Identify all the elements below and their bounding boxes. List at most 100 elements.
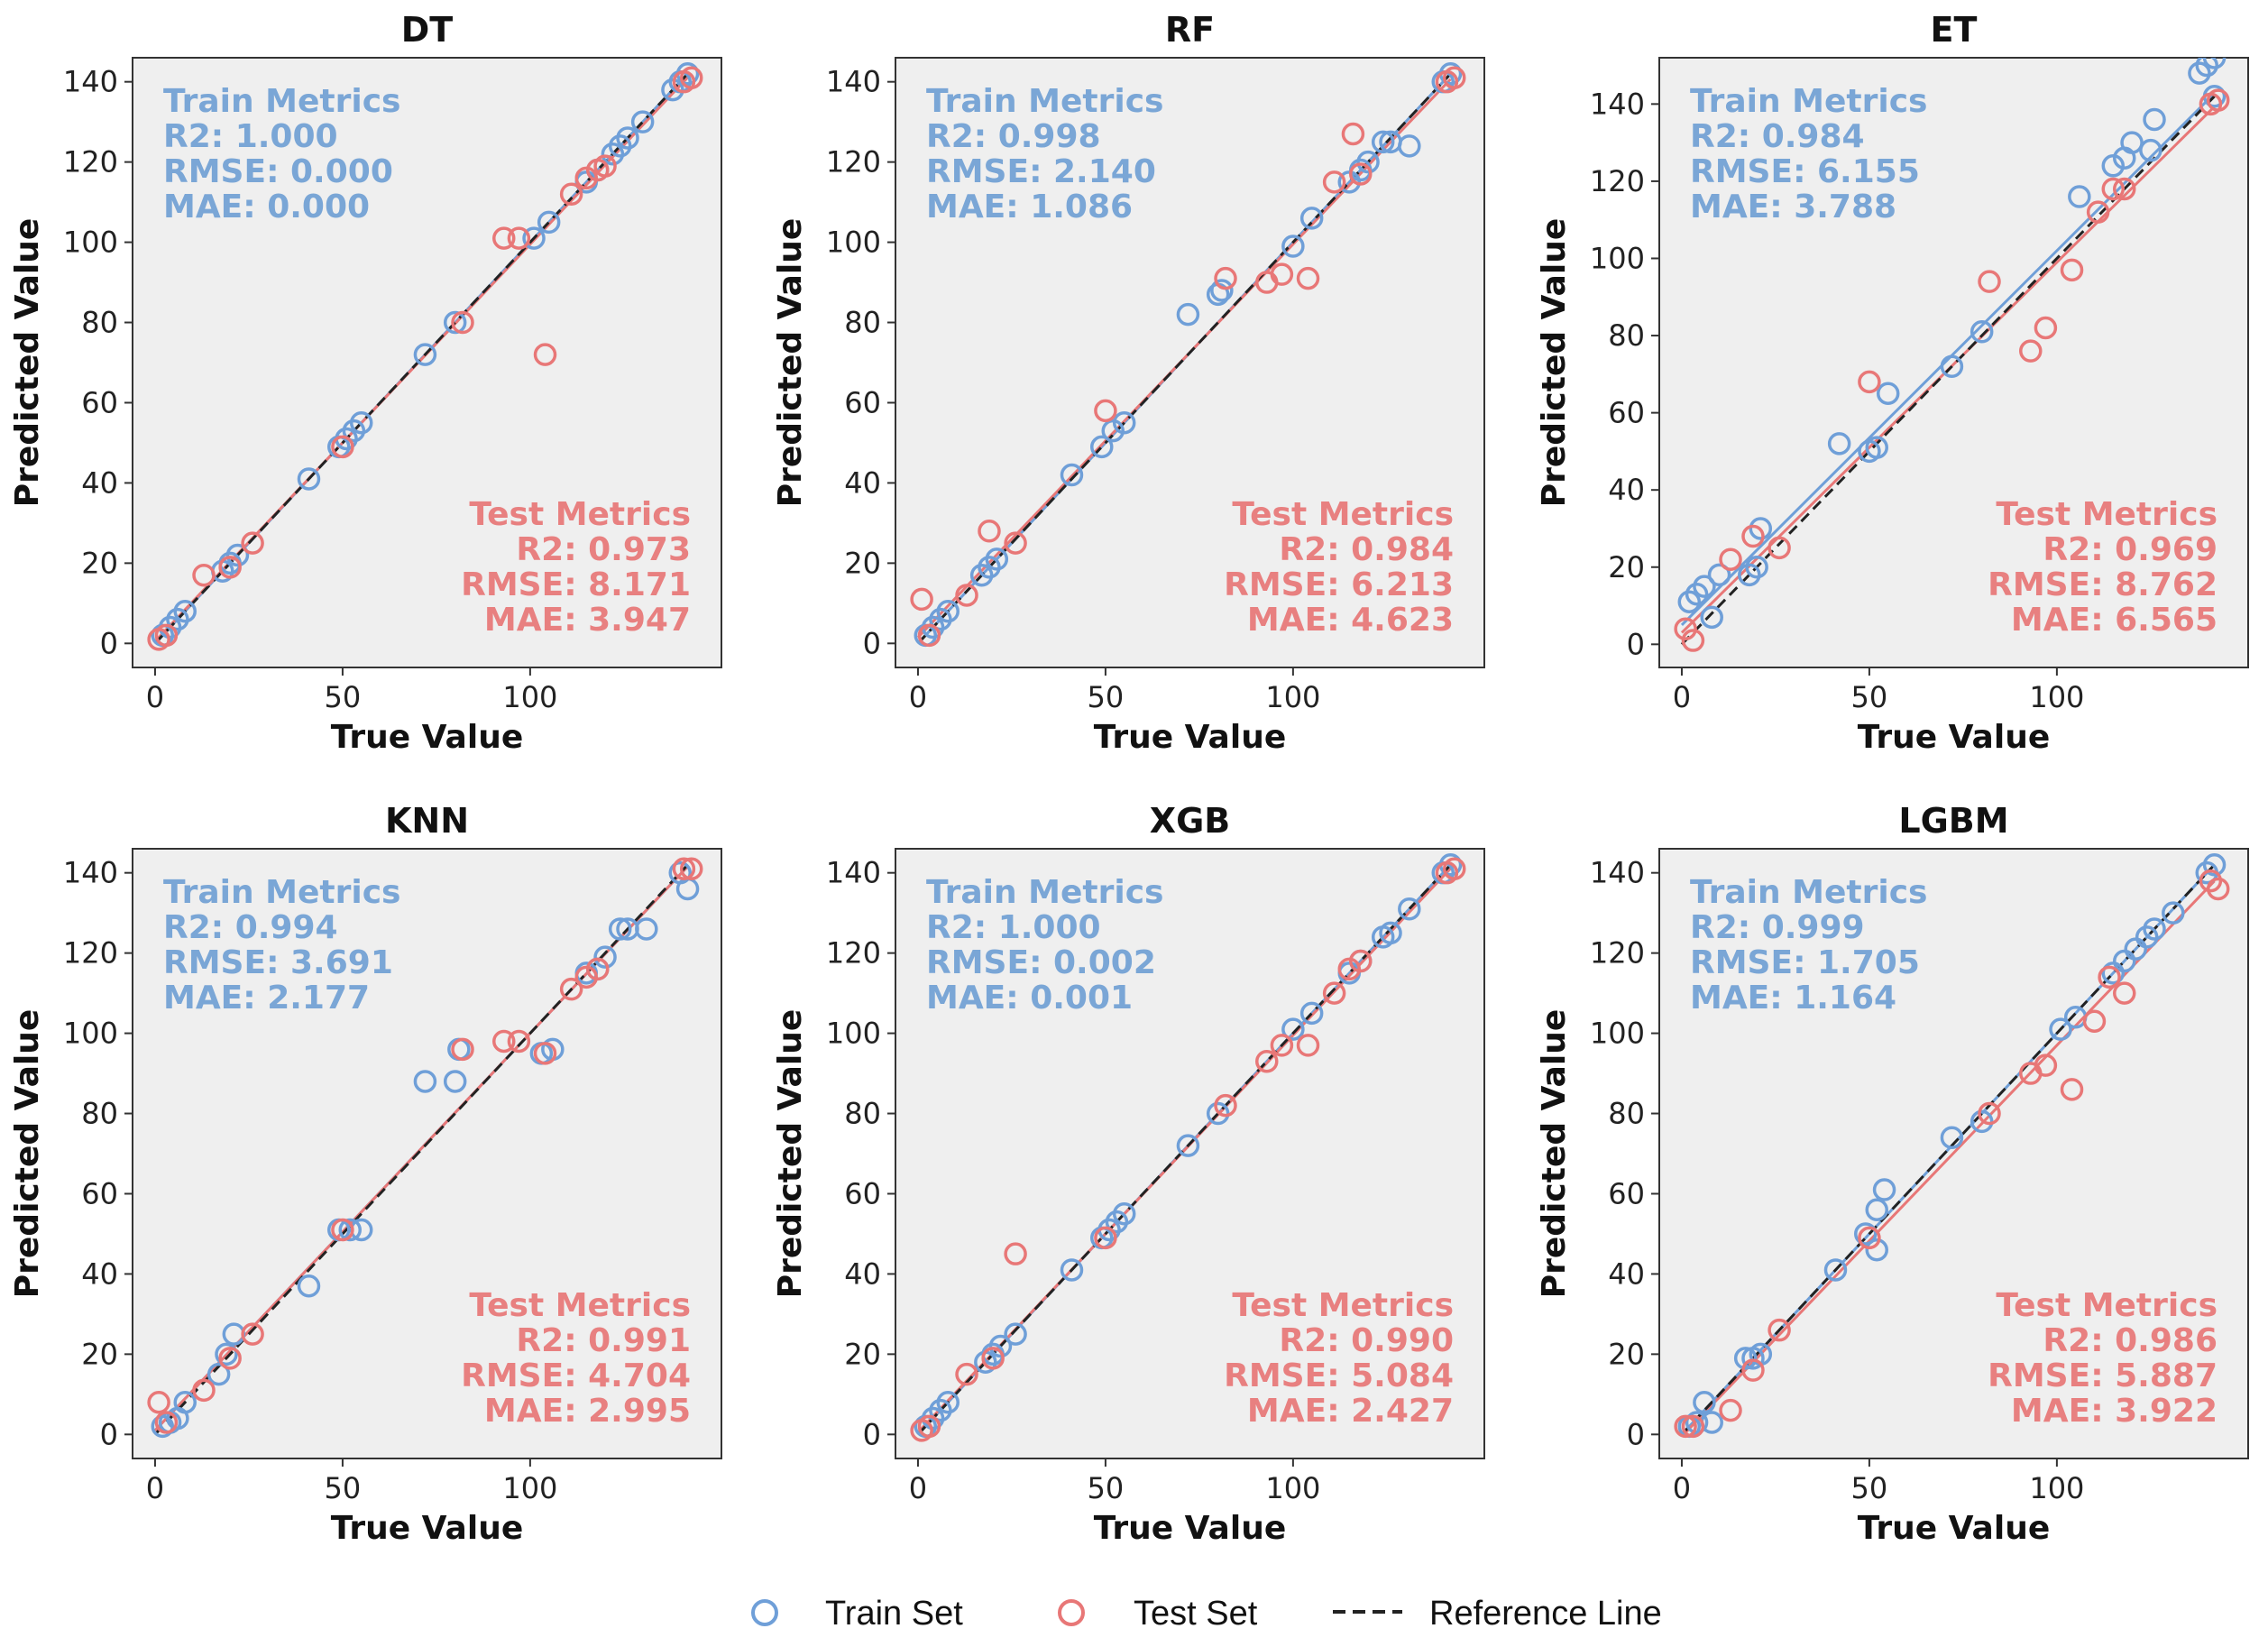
x-axis-label: True Value: [1858, 719, 2051, 756]
train-point: [616, 126, 639, 150]
train-point: [413, 1070, 437, 1093]
train-metrics-line: R2: 0.998: [926, 118, 1101, 155]
test-point: [1348, 162, 1373, 186]
train-point: [1060, 1258, 1084, 1282]
test-point: [955, 1362, 978, 1386]
test-point: [241, 531, 264, 555]
test-point: [1978, 270, 2001, 293]
y-tick-label: 100: [1590, 241, 1645, 275]
x-tick-label: 100: [502, 680, 557, 714]
y-tick-label: 80: [1608, 1097, 1645, 1131]
train-metrics-line: R2: 1.000: [163, 118, 338, 155]
train-point: [522, 226, 546, 250]
chart-panel-xgb: XGB 0 50 100 0 20 40 60 80 100 120 140 True Value Pre…: [772, 801, 1485, 1547]
x-axis-label: True Value: [1858, 1510, 2051, 1547]
train-point: [1738, 563, 1761, 587]
x-tick-label: 0: [909, 1471, 927, 1505]
y-tick-label: 40: [844, 1256, 881, 1291]
y-tick-label: 120: [1590, 936, 1645, 971]
test-point: [2206, 88, 2230, 112]
test-point: [559, 182, 583, 206]
test-fit-line: [1680, 879, 2216, 1438]
y-tick-label: 0: [863, 1417, 881, 1451]
legend-test-marker: [1058, 1599, 1085, 1626]
train-metrics-line: MAE: 0.000: [163, 189, 370, 225]
train-point: [173, 599, 197, 623]
train-point: [936, 1390, 960, 1414]
test-point: [2112, 177, 2136, 201]
x-tick-label: 100: [1265, 680, 1320, 714]
train-point: [1940, 1126, 1964, 1149]
train-point: [225, 543, 250, 567]
train-point: [1707, 563, 1731, 587]
y-axis-label: Predicted Value: [9, 218, 46, 508]
test-point: [1341, 122, 1365, 146]
test-point: [451, 1037, 474, 1062]
train-point: [1749, 517, 1773, 540]
test-point: [1741, 1358, 1765, 1382]
train-point: [635, 917, 658, 941]
test-point: [1004, 531, 1027, 555]
train-point: [1685, 1411, 1709, 1434]
y-tick-label: 40: [1608, 1256, 1645, 1291]
train-point: [338, 1218, 362, 1242]
test-point: [1858, 370, 1881, 394]
y-tick-label: 40: [81, 465, 118, 500]
train-metrics-line: MAE: 2.177: [163, 980, 370, 1017]
x-tick-label: 50: [1851, 1471, 1888, 1505]
x-tick-label: 50: [325, 680, 362, 714]
train-point: [1940, 354, 1964, 379]
test-point: [1858, 1226, 1881, 1250]
legend-reference-label: Reference Line: [1429, 1595, 1662, 1633]
train-point: [2143, 107, 2166, 132]
test-point: [147, 1390, 170, 1414]
train-point: [593, 945, 617, 969]
test-point: [910, 587, 933, 612]
x-tick-label: 50: [325, 1471, 362, 1505]
train-point: [1865, 436, 1888, 459]
test-metrics-line: MAE: 3.922: [2011, 1393, 2217, 1430]
train-point: [1865, 1198, 1888, 1222]
test-point: [679, 66, 703, 89]
chart-title: XGB: [1150, 801, 1230, 841]
reference-line: [1680, 863, 2216, 1436]
x-tick-label: 50: [1088, 680, 1125, 714]
train-point: [1685, 582, 1709, 606]
x-tick-label: 50: [1088, 1471, 1125, 1505]
train-point: [349, 410, 373, 435]
chart-panel-knn: KNN 0 50 100 0 20 40 60 80 100 120 140 True Value Pre…: [9, 801, 722, 1547]
test-point: [1741, 524, 1765, 548]
train-point: [1823, 1258, 1848, 1282]
train-point: [1745, 556, 1768, 579]
test-point: [1255, 1049, 1279, 1073]
y-tick-label: 20: [844, 1337, 881, 1371]
train-point: [215, 1342, 238, 1366]
train-point: [1112, 1201, 1136, 1226]
x-axis-label: True Value: [331, 719, 524, 756]
test-point: [559, 977, 583, 1001]
train-point: [1398, 134, 1421, 158]
x-tick-label: 100: [2029, 1471, 2084, 1505]
chart-title: ET: [1931, 10, 1978, 50]
y-tick-label: 20: [81, 546, 118, 580]
test-point: [192, 1378, 216, 1403]
test-point: [507, 1029, 531, 1054]
y-tick-label: 120: [63, 936, 118, 971]
test-metrics-line: Test Metrics: [469, 1287, 691, 1324]
legend-test-label: Test Set: [1134, 1595, 1258, 1633]
train-metrics-line: R2: 1.000: [926, 909, 1101, 946]
chart-title: LGBM: [1898, 801, 2008, 841]
y-tick-label: 40: [81, 1256, 118, 1291]
train-metrics-line: R2: 0.994: [163, 909, 338, 946]
y-tick-label: 20: [844, 546, 881, 580]
y-tick-label: 0: [100, 626, 118, 660]
train-point: [413, 343, 437, 366]
train-metrics-line: MAE: 3.788: [1690, 189, 1896, 225]
x-axis-label: True Value: [1094, 1510, 1287, 1547]
train-metrics-line: RMSE: 0.002: [926, 944, 1156, 981]
x-tick-label: 50: [1851, 680, 1888, 714]
test-point: [192, 563, 216, 587]
train-point: [1876, 382, 1900, 405]
test-point: [1270, 262, 1294, 286]
